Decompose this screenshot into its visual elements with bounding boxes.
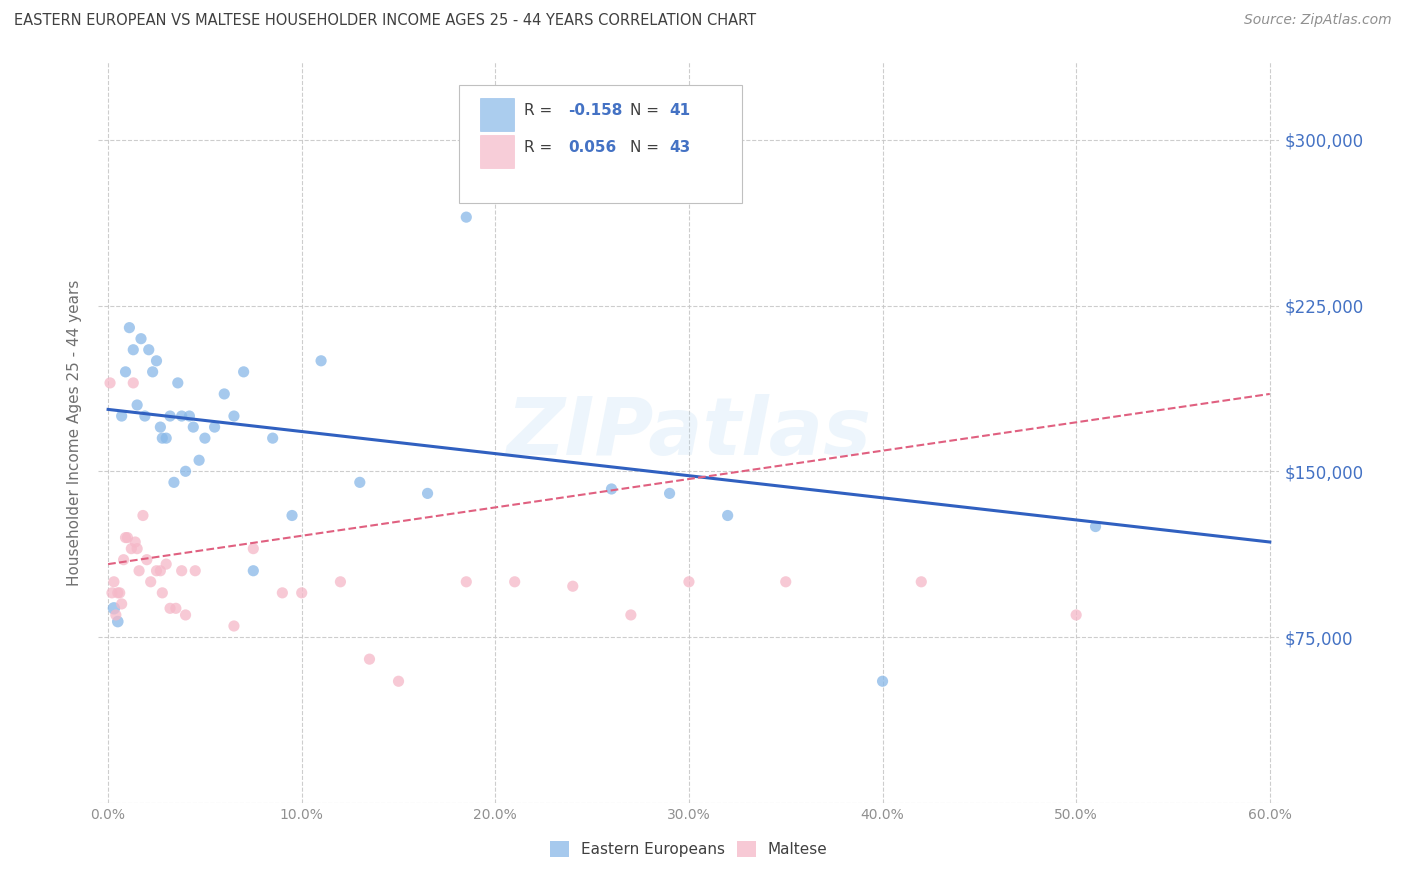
Point <box>138 343 160 357</box>
Y-axis label: Householder Income Ages 25 - 44 years: Householder Income Ages 25 - 44 years <box>67 279 83 586</box>
Point <box>135 552 157 566</box>
Point <box>150 431 173 445</box>
Point <box>149 564 172 578</box>
Point <box>262 431 284 445</box>
Point <box>111 597 134 611</box>
Point <box>1084 519 1107 533</box>
Text: R =: R = <box>523 103 557 118</box>
Point <box>145 564 167 578</box>
FancyBboxPatch shape <box>479 135 515 168</box>
Point <box>416 486 439 500</box>
Point <box>456 210 478 224</box>
Point <box>222 409 245 423</box>
Point <box>165 601 187 615</box>
Point <box>139 574 162 589</box>
Point <box>159 409 181 423</box>
Point <box>204 420 226 434</box>
Point <box>145 353 167 368</box>
Point <box>174 607 197 622</box>
Point <box>114 365 136 379</box>
Point <box>456 574 478 589</box>
Point <box>214 387 236 401</box>
Point <box>561 579 583 593</box>
Point <box>122 343 145 357</box>
Text: R =: R = <box>523 140 557 155</box>
Point <box>104 607 127 622</box>
Point <box>134 409 156 423</box>
Point <box>120 541 142 556</box>
Point <box>309 353 332 368</box>
Point <box>359 652 381 666</box>
Point <box>188 453 211 467</box>
Point <box>101 586 124 600</box>
Point <box>678 574 700 589</box>
Point <box>387 674 409 689</box>
Text: 43: 43 <box>669 140 690 155</box>
Point <box>114 531 136 545</box>
Point <box>620 607 643 622</box>
Point <box>184 564 207 578</box>
Point <box>349 475 371 490</box>
Point <box>232 365 254 379</box>
Point <box>155 431 177 445</box>
Point <box>127 398 149 412</box>
Point <box>910 574 932 589</box>
Point <box>108 586 131 600</box>
Point <box>170 409 193 423</box>
Point <box>107 586 129 600</box>
Text: 0.056: 0.056 <box>568 140 617 155</box>
Point <box>872 674 894 689</box>
Point <box>181 420 204 434</box>
Text: N =: N = <box>630 103 664 118</box>
Point <box>129 332 152 346</box>
Legend: Eastern Europeans, Maltese: Eastern Europeans, Maltese <box>546 837 832 862</box>
Text: 41: 41 <box>669 103 690 118</box>
Point <box>242 541 264 556</box>
Point <box>149 420 172 434</box>
Point <box>118 320 141 334</box>
Point <box>155 557 177 571</box>
Point <box>600 482 623 496</box>
Point <box>194 431 217 445</box>
Point <box>124 535 146 549</box>
Point <box>103 601 125 615</box>
Point <box>128 564 150 578</box>
Point <box>503 574 526 589</box>
Text: -0.158: -0.158 <box>568 103 623 118</box>
Point <box>127 541 149 556</box>
FancyBboxPatch shape <box>479 98 515 130</box>
Point <box>107 615 129 629</box>
Point <box>117 531 139 545</box>
Point <box>222 619 245 633</box>
Point <box>150 586 173 600</box>
Point <box>329 574 352 589</box>
Point <box>159 601 181 615</box>
Point <box>281 508 304 523</box>
Point <box>132 508 155 523</box>
Point <box>122 376 145 390</box>
Text: N =: N = <box>630 140 664 155</box>
Point <box>98 376 121 390</box>
FancyBboxPatch shape <box>458 85 742 203</box>
Point <box>291 586 314 600</box>
Text: EASTERN EUROPEAN VS MALTESE HOUSEHOLDER INCOME AGES 25 - 44 YEARS CORRELATION CH: EASTERN EUROPEAN VS MALTESE HOUSEHOLDER … <box>14 13 756 29</box>
Point <box>142 365 165 379</box>
Text: ZIPatlas: ZIPatlas <box>506 393 872 472</box>
Text: Source: ZipAtlas.com: Source: ZipAtlas.com <box>1244 13 1392 28</box>
Point <box>170 564 193 578</box>
Point <box>112 552 135 566</box>
Point <box>111 409 134 423</box>
Point <box>179 409 201 423</box>
Point <box>717 508 740 523</box>
Point <box>658 486 681 500</box>
Point <box>166 376 188 390</box>
Point <box>103 574 125 589</box>
Point <box>174 464 197 478</box>
Point <box>775 574 797 589</box>
Point <box>1064 607 1087 622</box>
Point <box>271 586 294 600</box>
Point <box>242 564 264 578</box>
Point <box>163 475 186 490</box>
